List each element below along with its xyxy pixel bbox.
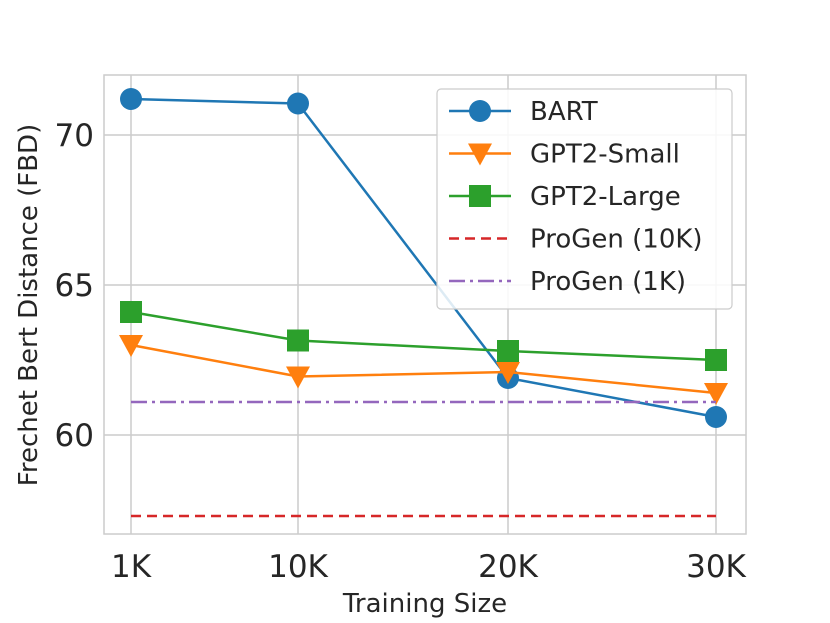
data-point-bart <box>705 406 727 428</box>
x-tick-label: 10K <box>268 549 328 585</box>
y-tick-label: 70 <box>55 118 94 154</box>
data-point-gpt2-small <box>704 383 728 405</box>
x-tick-label: 20K <box>478 549 538 585</box>
y-tick-labels: 60 65 70 <box>55 118 94 454</box>
legend-swatch-marker <box>469 185 491 207</box>
data-point-gpt2-small <box>286 366 310 389</box>
legend-box <box>436 88 733 310</box>
legend-item-gpt2-large: GPT2-Large <box>449 182 681 212</box>
x-tick-labels: 1K 10K 20K 30K <box>111 549 747 585</box>
legend-item-bart: BART <box>449 97 598 127</box>
data-point-gpt2-large <box>497 340 519 362</box>
y-tick-label: 65 <box>55 268 94 304</box>
legend-swatch-marker <box>468 143 492 166</box>
legend-label: ProGen (1K) <box>530 267 686 297</box>
x-tick-label: 30K <box>686 549 746 585</box>
series-line-gpt2-large <box>130 310 717 362</box>
legend: BART GPT2-Small GPT2-Large ProGen (10K) ProG… <box>436 88 733 310</box>
y-tick-label: 60 <box>55 418 94 454</box>
data-point-gpt2-small <box>119 335 143 357</box>
data-point-gpt2-small <box>496 362 520 384</box>
legend-item-progen-10k: ProGen (10K) <box>449 225 703 255</box>
data-point-gpt2-large <box>120 301 142 323</box>
data-point-bart <box>287 92 309 115</box>
legend-label: ProGen (10K) <box>530 225 703 255</box>
x-axis-label: Training Size <box>342 589 507 619</box>
data-point-gpt2-large <box>287 329 309 352</box>
series-gpt2-large <box>120 301 727 371</box>
legend-label: BART <box>530 97 598 127</box>
y-axis-label: Frechet Bert Distance (FBD) <box>14 124 44 486</box>
legend-item-gpt2-small: GPT2-Small <box>449 140 680 170</box>
legend-label: GPT2-Large <box>530 182 681 212</box>
series-line-gpt2-small <box>130 343 717 395</box>
data-point-gpt2-large <box>705 349 727 371</box>
x-tick-label: 1K <box>111 549 152 585</box>
series-gpt2-small <box>119 335 728 405</box>
series-line-bart <box>130 97 717 419</box>
data-point-bart <box>120 88 142 110</box>
legend-item-progen-1k: ProGen (1K) <box>449 267 686 297</box>
legend-swatch-marker <box>469 100 491 122</box>
series-layer <box>119 88 728 518</box>
legend-label: GPT2-Small <box>530 140 680 170</box>
